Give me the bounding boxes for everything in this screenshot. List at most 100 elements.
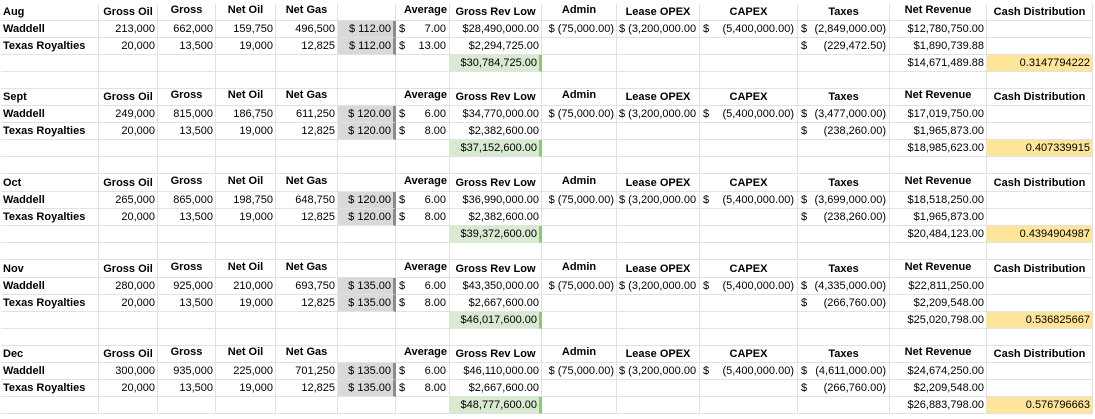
empty-cell[interactable] bbox=[276, 226, 338, 243]
empty-cell[interactable] bbox=[158, 329, 216, 346]
empty-cell[interactable] bbox=[216, 72, 276, 89]
capex-cell[interactable]: $ (5,400,000.00) bbox=[700, 192, 798, 209]
lease-opex-cell[interactable] bbox=[617, 38, 700, 55]
empty-cell[interactable] bbox=[617, 243, 700, 260]
month-label[interactable]: Sept bbox=[1, 89, 99, 106]
net-revenue-cell[interactable]: $22,811,250.00 bbox=[890, 278, 987, 295]
empty-cell[interactable] bbox=[99, 312, 158, 329]
cash-distribution-cell[interactable] bbox=[987, 295, 1093, 312]
empty-cell[interactable] bbox=[396, 72, 450, 89]
price-cell[interactable]: $ 120.00 bbox=[338, 106, 396, 123]
empty-cell[interactable] bbox=[99, 157, 158, 174]
cash-distribution-value[interactable]: 0.576796663 bbox=[987, 397, 1093, 414]
header-admin[interactable]: Admin bbox=[542, 175, 617, 192]
header-price-blank[interactable] bbox=[338, 89, 396, 106]
lease-opex-cell[interactable] bbox=[617, 295, 700, 312]
price-cell[interactable]: $ 120.00 bbox=[338, 192, 396, 209]
net-gas-cell[interactable]: 496,500 bbox=[276, 21, 338, 38]
header-taxes[interactable]: Taxes bbox=[798, 175, 890, 192]
header-cash-distribution[interactable]: Cash Distribution bbox=[987, 89, 1093, 106]
empty-cell[interactable] bbox=[99, 243, 158, 260]
header-net-gas[interactable]: Net Gas bbox=[276, 175, 338, 192]
average-cell[interactable]: $7.00 bbox=[396, 21, 450, 38]
gross-cell[interactable]: 865,000 bbox=[158, 192, 216, 209]
header-net-gas[interactable]: Net Gas bbox=[276, 89, 338, 106]
capex-cell[interactable] bbox=[700, 38, 798, 55]
empty-cell[interactable] bbox=[1, 226, 99, 243]
gross-cell[interactable]: 815,000 bbox=[158, 106, 216, 123]
empty-cell[interactable] bbox=[987, 157, 1093, 174]
total-net-revenue-cell[interactable]: $26,883,798.00 bbox=[890, 397, 987, 414]
net-revenue-cell[interactable]: $2,209,548.00 bbox=[890, 380, 987, 397]
header-admin[interactable]: Admin bbox=[542, 4, 617, 21]
empty-cell[interactable] bbox=[396, 329, 450, 346]
empty-cell[interactable] bbox=[542, 243, 617, 260]
header-net-revenue[interactable]: Net Revenue bbox=[890, 175, 987, 192]
empty-cell[interactable] bbox=[1, 243, 99, 260]
empty-cell[interactable] bbox=[542, 140, 617, 157]
header-cash-distribution[interactable]: Cash Distribution bbox=[987, 175, 1093, 192]
empty-cell[interactable] bbox=[617, 312, 700, 329]
empty-cell[interactable] bbox=[158, 397, 216, 414]
empty-cell[interactable] bbox=[276, 329, 338, 346]
net-oil-cell[interactable]: 186,750 bbox=[216, 106, 276, 123]
header-net-oil[interactable]: Net Oil bbox=[216, 175, 276, 192]
header-cash-distribution[interactable]: Cash Distribution bbox=[987, 4, 1093, 21]
empty-cell[interactable] bbox=[158, 72, 216, 89]
empty-cell[interactable] bbox=[798, 226, 890, 243]
header-gross[interactable]: Gross bbox=[158, 4, 216, 21]
empty-cell[interactable] bbox=[700, 140, 798, 157]
net-gas-cell[interactable]: 12,825 bbox=[276, 209, 338, 226]
empty-cell[interactable] bbox=[99, 72, 158, 89]
cash-distribution-cell[interactable] bbox=[987, 123, 1093, 140]
capex-cell[interactable] bbox=[700, 380, 798, 397]
taxes-cell[interactable]: $ (4,611,000.00) bbox=[798, 363, 890, 380]
month-label[interactable]: Nov bbox=[1, 261, 99, 278]
header-capex[interactable]: CAPEX bbox=[700, 346, 798, 363]
row-name[interactable]: Texas Royalties bbox=[1, 123, 99, 140]
header-taxes[interactable]: Taxes bbox=[798, 89, 890, 106]
empty-cell[interactable] bbox=[798, 55, 890, 72]
empty-cell[interactable] bbox=[158, 55, 216, 72]
empty-cell[interactable] bbox=[1, 140, 99, 157]
header-lease-opex[interactable]: Lease OPEX bbox=[617, 346, 700, 363]
empty-cell[interactable] bbox=[338, 55, 396, 72]
header-net-oil[interactable]: Net Oil bbox=[216, 4, 276, 21]
lease-opex-cell[interactable] bbox=[617, 380, 700, 397]
average-cell[interactable]: $8.00 bbox=[396, 123, 450, 140]
empty-cell[interactable] bbox=[798, 157, 890, 174]
empty-cell[interactable] bbox=[890, 72, 987, 89]
header-admin[interactable]: Admin bbox=[542, 346, 617, 363]
net-revenue-cell[interactable]: $1,890,739.88 bbox=[890, 38, 987, 55]
net-oil-cell[interactable]: 198,750 bbox=[216, 192, 276, 209]
cash-distribution-cell[interactable] bbox=[987, 278, 1093, 295]
empty-cell[interactable] bbox=[396, 243, 450, 260]
cash-distribution-cell[interactable] bbox=[987, 209, 1093, 226]
row-name[interactable]: Texas Royalties bbox=[1, 209, 99, 226]
average-cell[interactable]: $6.00 bbox=[396, 106, 450, 123]
price-cell[interactable]: $ 120.00 bbox=[338, 123, 396, 140]
empty-cell[interactable] bbox=[216, 226, 276, 243]
taxes-cell[interactable]: $ (3,477,000.00) bbox=[798, 106, 890, 123]
net-gas-cell[interactable]: 12,825 bbox=[276, 123, 338, 140]
header-price-blank[interactable] bbox=[338, 346, 396, 363]
header-gross-rev-low[interactable]: Gross Rev Low bbox=[450, 346, 542, 363]
total-net-revenue-cell[interactable]: $25,020,798.00 bbox=[890, 312, 987, 329]
empty-cell[interactable] bbox=[798, 140, 890, 157]
average-cell[interactable]: $6.00 bbox=[396, 192, 450, 209]
gross-rev-cell[interactable]: $46,110,000.00 bbox=[450, 363, 542, 380]
empty-cell[interactable] bbox=[450, 243, 542, 260]
gross-rev-cell[interactable]: $2,382,600.00 bbox=[450, 209, 542, 226]
total-gross-rev-cell[interactable]: $37,152,600.00 bbox=[450, 140, 542, 157]
header-average[interactable]: Average bbox=[396, 175, 450, 192]
lease-opex-cell[interactable] bbox=[617, 209, 700, 226]
total-gross-rev-cell[interactable]: $30,784,725.00 bbox=[450, 55, 542, 72]
cash-distribution-value[interactable]: 0.536825667 bbox=[987, 312, 1093, 329]
gross-oil-cell[interactable]: 20,000 bbox=[99, 38, 158, 55]
admin-cell[interactable] bbox=[542, 209, 617, 226]
empty-cell[interactable] bbox=[450, 329, 542, 346]
taxes-cell[interactable]: $ (229,472.50) bbox=[798, 38, 890, 55]
average-cell[interactable]: $8.00 bbox=[396, 295, 450, 312]
header-average[interactable]: Average bbox=[396, 261, 450, 278]
